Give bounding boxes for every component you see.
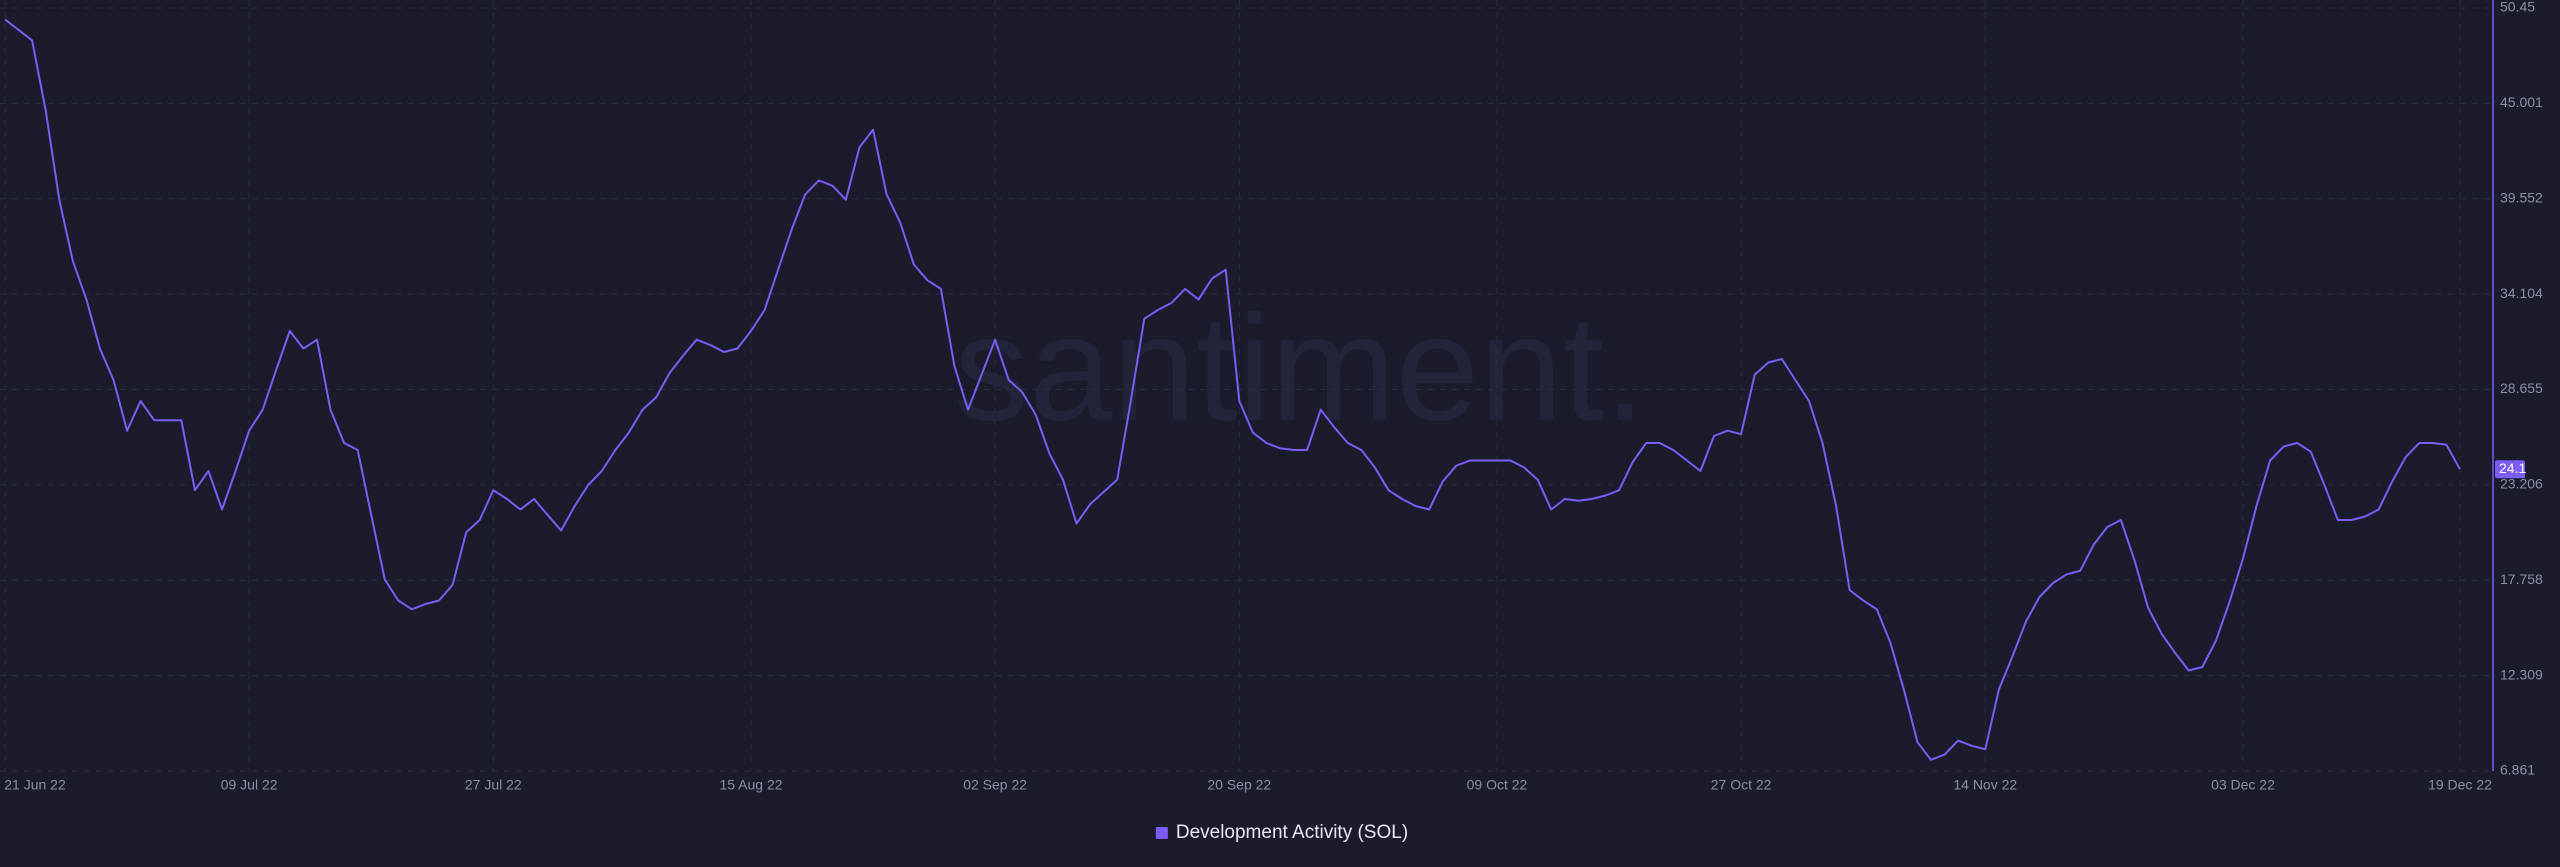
x-tick-label: 14 Nov 22 — [1953, 777, 2017, 793]
x-tick-label: 27 Oct 22 — [1711, 777, 1772, 793]
x-tick-label: 20 Sep 22 — [1207, 777, 1271, 793]
x-tick-label: 09 Oct 22 — [1467, 777, 1528, 793]
x-tick-label: 15 Aug 22 — [719, 777, 782, 793]
x-tick-label: 03 Dec 22 — [2211, 777, 2275, 793]
y-tick-label: 12.309 — [2500, 666, 2543, 682]
legend: Development Activity (SOL) — [1155, 822, 1408, 843]
x-tick-label: 19 Dec 22 — [2428, 777, 2492, 793]
y-tick-label: 6.861 — [2500, 762, 2535, 778]
x-tick-label: 21 Jun 22 — [4, 777, 66, 793]
x-tick-label: 27 Jul 22 — [465, 777, 522, 793]
x-tick-label: 02 Sep 22 — [963, 777, 1027, 793]
y-tick-label: 34.104 — [2500, 285, 2543, 301]
y-tick-label: 39.552 — [2500, 189, 2543, 205]
y-tick-label: 50.45 — [2500, 0, 2535, 15]
legend-swatch — [1155, 827, 1168, 839]
y-tick-label: 28.655 — [2500, 380, 2543, 396]
last-value-label: 24.1 — [2499, 460, 2526, 476]
watermark: santiment. — [954, 284, 1646, 452]
y-tick-label: 17.758 — [2500, 571, 2543, 587]
legend-label: Development Activity (SOL) — [1176, 822, 1408, 843]
last-value-badge — [2495, 460, 2525, 479]
y-tick-label: 45.001 — [2500, 94, 2543, 110]
y-tick-label: 23.206 — [2500, 476, 2543, 492]
x-tick-label: 09 Jul 22 — [221, 777, 278, 793]
series-line — [4, 18, 2461, 761]
